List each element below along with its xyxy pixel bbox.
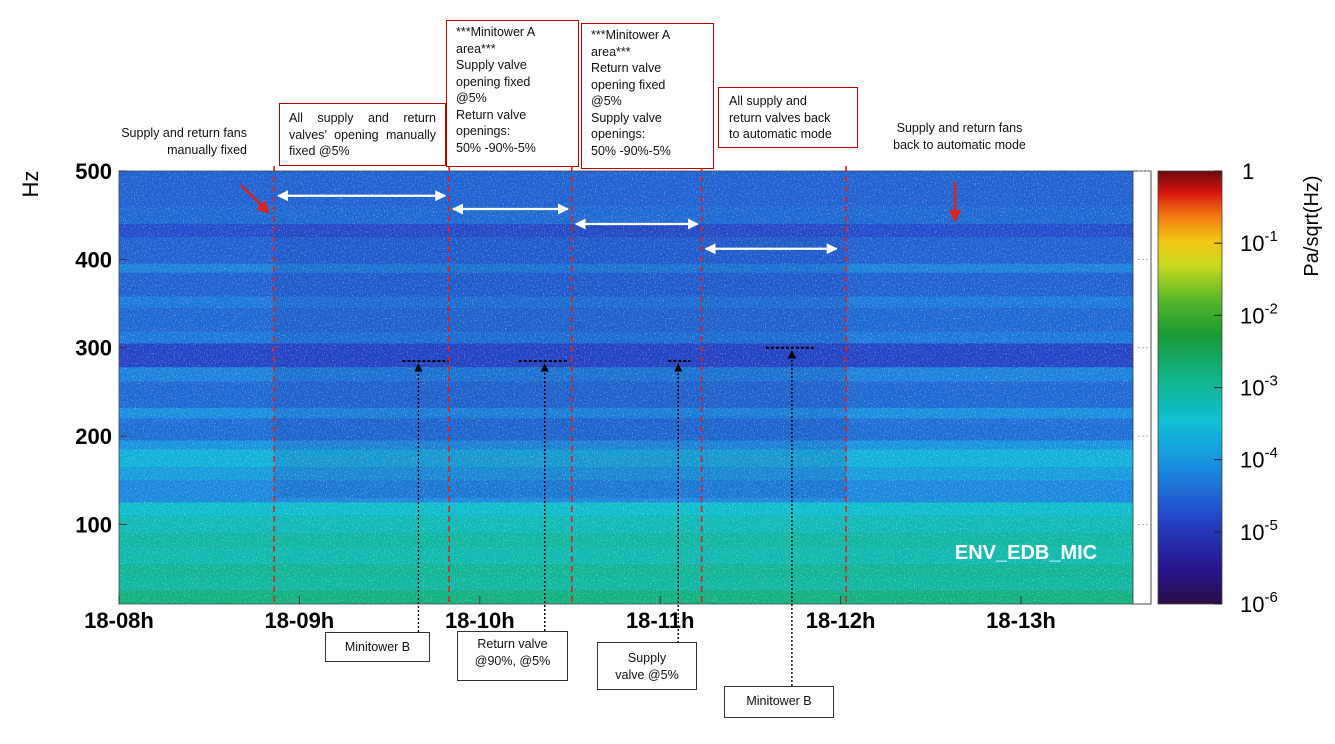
channel-name: ENV_EDB_MIC	[955, 542, 1097, 564]
x-axis: 18-08h 18-09h 18-10h 18-11h 18-12h 18-13h	[84, 596, 1056, 633]
y-axis: 100 200 300 400 500	[75, 159, 1151, 537]
annotation-pointers	[402, 346, 814, 686]
annotation-supply-valve: Supply valve @5%	[597, 642, 697, 690]
annotation-minitower-a-supply: ***Minitower A area*** Supply valve open…	[446, 20, 579, 167]
x-tick-label: 18-08h	[84, 608, 154, 633]
x-tick-label: 18-09h	[265, 608, 335, 633]
x-tick-label: 18-13h	[986, 608, 1056, 633]
colorbar-tick-label: 1	[1242, 159, 1254, 184]
annotation-minitower-b-1: Minitower B	[325, 632, 430, 662]
colorbar: 1 10-1 10-2 10-3 10-4 10-5 10-6 Pa/sqrt(Hz)	[1157, 159, 1323, 617]
y-tick-label: 300	[75, 336, 112, 361]
colorbar-tick-label: 10-6	[1240, 589, 1278, 617]
colorbar-tick-label: 10-5	[1240, 517, 1278, 545]
colorbar-tick-label: 10-4	[1240, 445, 1278, 473]
x-tick-label: 18-11h	[626, 608, 695, 633]
annotation-fans-fixed: Supply and return fans manually fixed	[121, 126, 247, 157]
annotation-minitower-a-return: ***Minitower A area*** Return valve open…	[581, 23, 714, 169]
y-tick-label: 200	[75, 424, 112, 449]
spectrogram-heatmap	[119, 171, 1133, 604]
event-markers	[273, 166, 847, 604]
plot-right-margin	[1132, 170, 1152, 605]
y-axis-label: Hz	[18, 171, 43, 198]
y-tick-label: 400	[75, 247, 112, 272]
interval-arrows	[277, 190, 838, 255]
colorbar-label: Pa/sqrt(Hz)	[1301, 175, 1323, 276]
annotation-all-valves-fixed: All supply and return valves’ opening ma…	[279, 103, 446, 166]
x-tick-label: 18-10h	[445, 608, 515, 633]
annotation-return-valve: Return valve @90%, @5%	[457, 631, 568, 681]
y-tick-label: 100	[75, 512, 112, 537]
plot-frame	[118, 170, 1152, 605]
annotation-fans-automatic: Supply and return fans back to automatic…	[893, 121, 1026, 152]
annotation-valves-automatic: All supply and return valves back to aut…	[718, 87, 858, 148]
x-tick-label: 18-12h	[806, 608, 876, 633]
colorbar-tick-label: 10-2	[1240, 300, 1278, 328]
heatmap-noise	[119, 171, 1133, 604]
colorbar-gradient	[1157, 170, 1223, 605]
colorbar-ticks: 1 10-1 10-2 10-3 10-4 10-5 10-6	[1214, 159, 1278, 617]
colorbar-tick-label: 10-1	[1240, 228, 1278, 256]
annotation-minitower-b-2: Minitower B	[724, 686, 834, 718]
red-arrow-left	[240, 184, 270, 214]
colorbar-tick-label: 10-3	[1240, 373, 1278, 401]
y-tick-label: 500	[75, 159, 112, 184]
